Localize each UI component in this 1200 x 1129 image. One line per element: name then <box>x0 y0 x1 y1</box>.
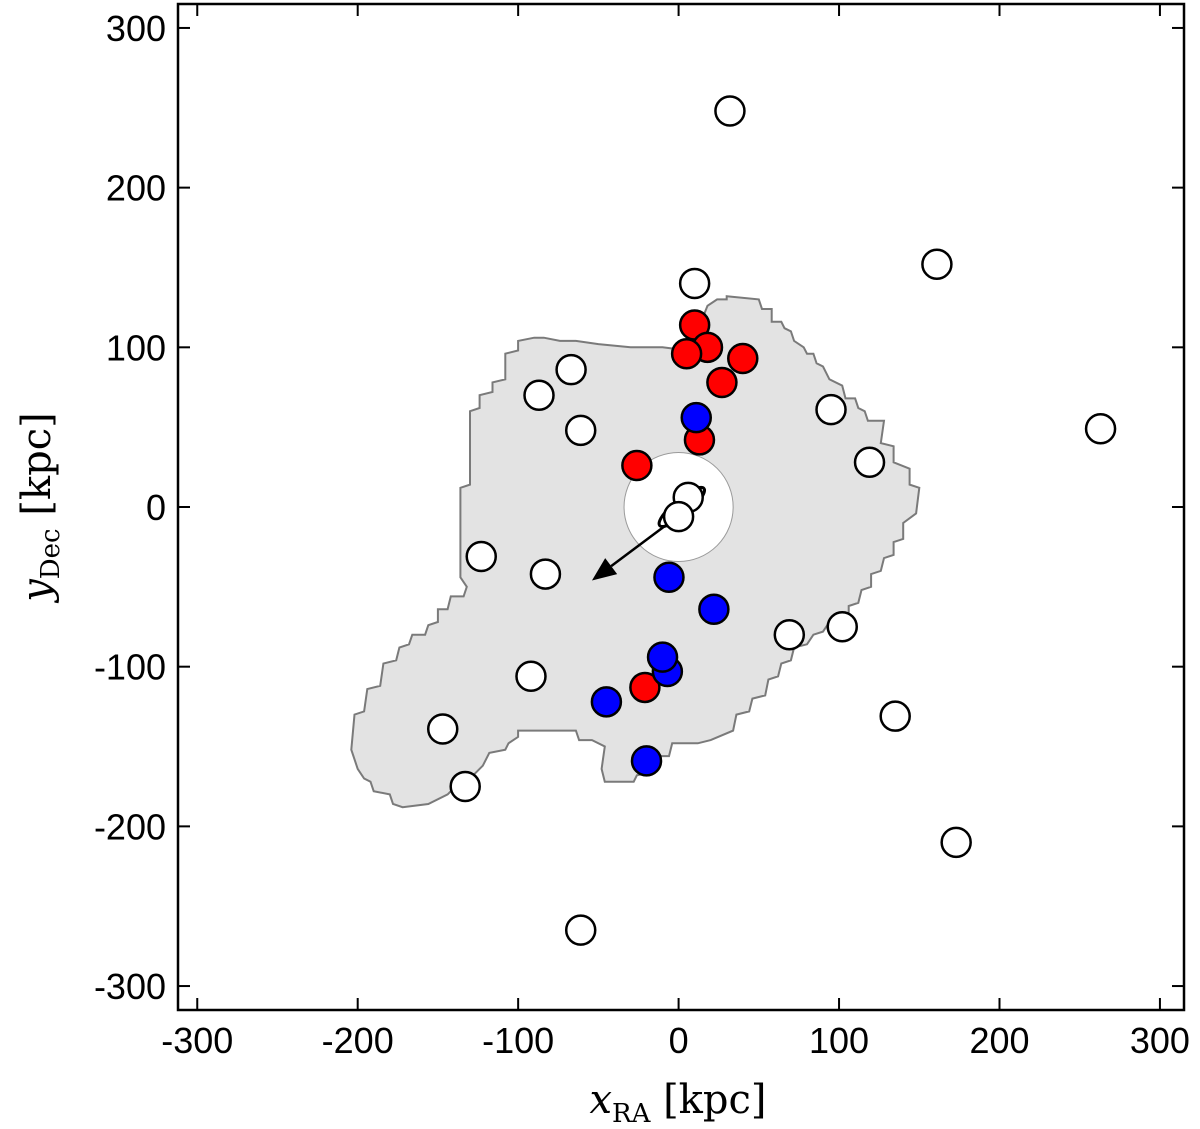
blue-satellite-point <box>698 593 730 625</box>
y-axis-label-symbol: y <box>14 578 60 604</box>
open-satellite-point <box>940 826 972 859</box>
x-axis-label: xRA [kpc] <box>589 1077 766 1129</box>
x-tick-label: 100 <box>809 1020 869 1061</box>
blue-satellite-point <box>680 401 712 434</box>
open-satellite-point <box>815 393 847 426</box>
open-satellite-point <box>564 414 597 447</box>
y-tick-label: 300 <box>106 8 166 49</box>
open-satellite-point <box>853 446 886 479</box>
red-satellite-point <box>621 449 653 482</box>
open-satellite-point <box>826 611 858 643</box>
direction-arrow-head <box>591 558 618 581</box>
blue-satellite-point <box>630 745 663 777</box>
open-satellite-point <box>879 700 911 732</box>
x-tick-label: 300 <box>1130 1020 1190 1061</box>
x-axis-label-subscript: RA <box>612 1099 652 1129</box>
open-satellite-point <box>1084 413 1117 445</box>
y-tick-label: -300 <box>94 966 166 1007</box>
open-satellite-point <box>523 379 555 411</box>
y-axis-label-subscript: Dec <box>36 528 66 579</box>
x-tick-label: 0 <box>669 1020 689 1061</box>
y-axis-label-space <box>14 516 60 529</box>
y-axis-label: yDec [kpc] <box>14 412 66 604</box>
x-axis-label-symbol: x <box>589 1077 612 1123</box>
red-satellite-point <box>727 342 759 375</box>
red-satellite-point <box>706 366 738 399</box>
open-satellite-point <box>662 500 695 533</box>
red-satellite-point <box>670 337 703 370</box>
plot-area <box>350 95 1117 946</box>
axis-ticks: -300 -200 -100 0 100 200 300 -300 -200 -100 0 100 20… <box>94 2 1190 1061</box>
open-satellite-point <box>773 618 806 651</box>
y-tick-label: 200 <box>106 168 166 209</box>
x-axis-label-unit: [kpc] <box>663 1077 766 1123</box>
open-satellite-point <box>529 558 562 590</box>
y-tick-label: 0 <box>146 487 166 528</box>
open-satellite-point <box>678 267 711 300</box>
open-satellite-point <box>449 770 481 803</box>
x-tick-label: -300 <box>161 1020 233 1061</box>
blue-satellite-point <box>653 561 685 594</box>
x-tick-label: 200 <box>969 1020 1029 1061</box>
survey-footprint <box>350 295 921 809</box>
y-axis-label-unit: [kpc] <box>14 412 60 515</box>
open-satellite-point <box>426 713 459 745</box>
x-axis-label-space <box>650 1077 663 1123</box>
x-tick-label: -200 <box>322 1020 394 1061</box>
open-satellite-point <box>555 353 587 386</box>
y-tick-label: 100 <box>106 327 166 368</box>
y-tick-label: -100 <box>94 647 166 688</box>
open-satellite-point <box>921 248 953 281</box>
x-tick-label: -100 <box>482 1020 554 1061</box>
open-satellite-point <box>564 914 597 946</box>
open-satellite-point <box>515 660 547 693</box>
blue-satellite-point <box>590 686 623 718</box>
y-tick-label: -200 <box>94 806 166 847</box>
blue-satellite-point <box>646 641 679 673</box>
open-satellite-point <box>714 95 746 127</box>
open-satellite-point <box>465 540 497 573</box>
red-satellite-point <box>629 671 661 704</box>
